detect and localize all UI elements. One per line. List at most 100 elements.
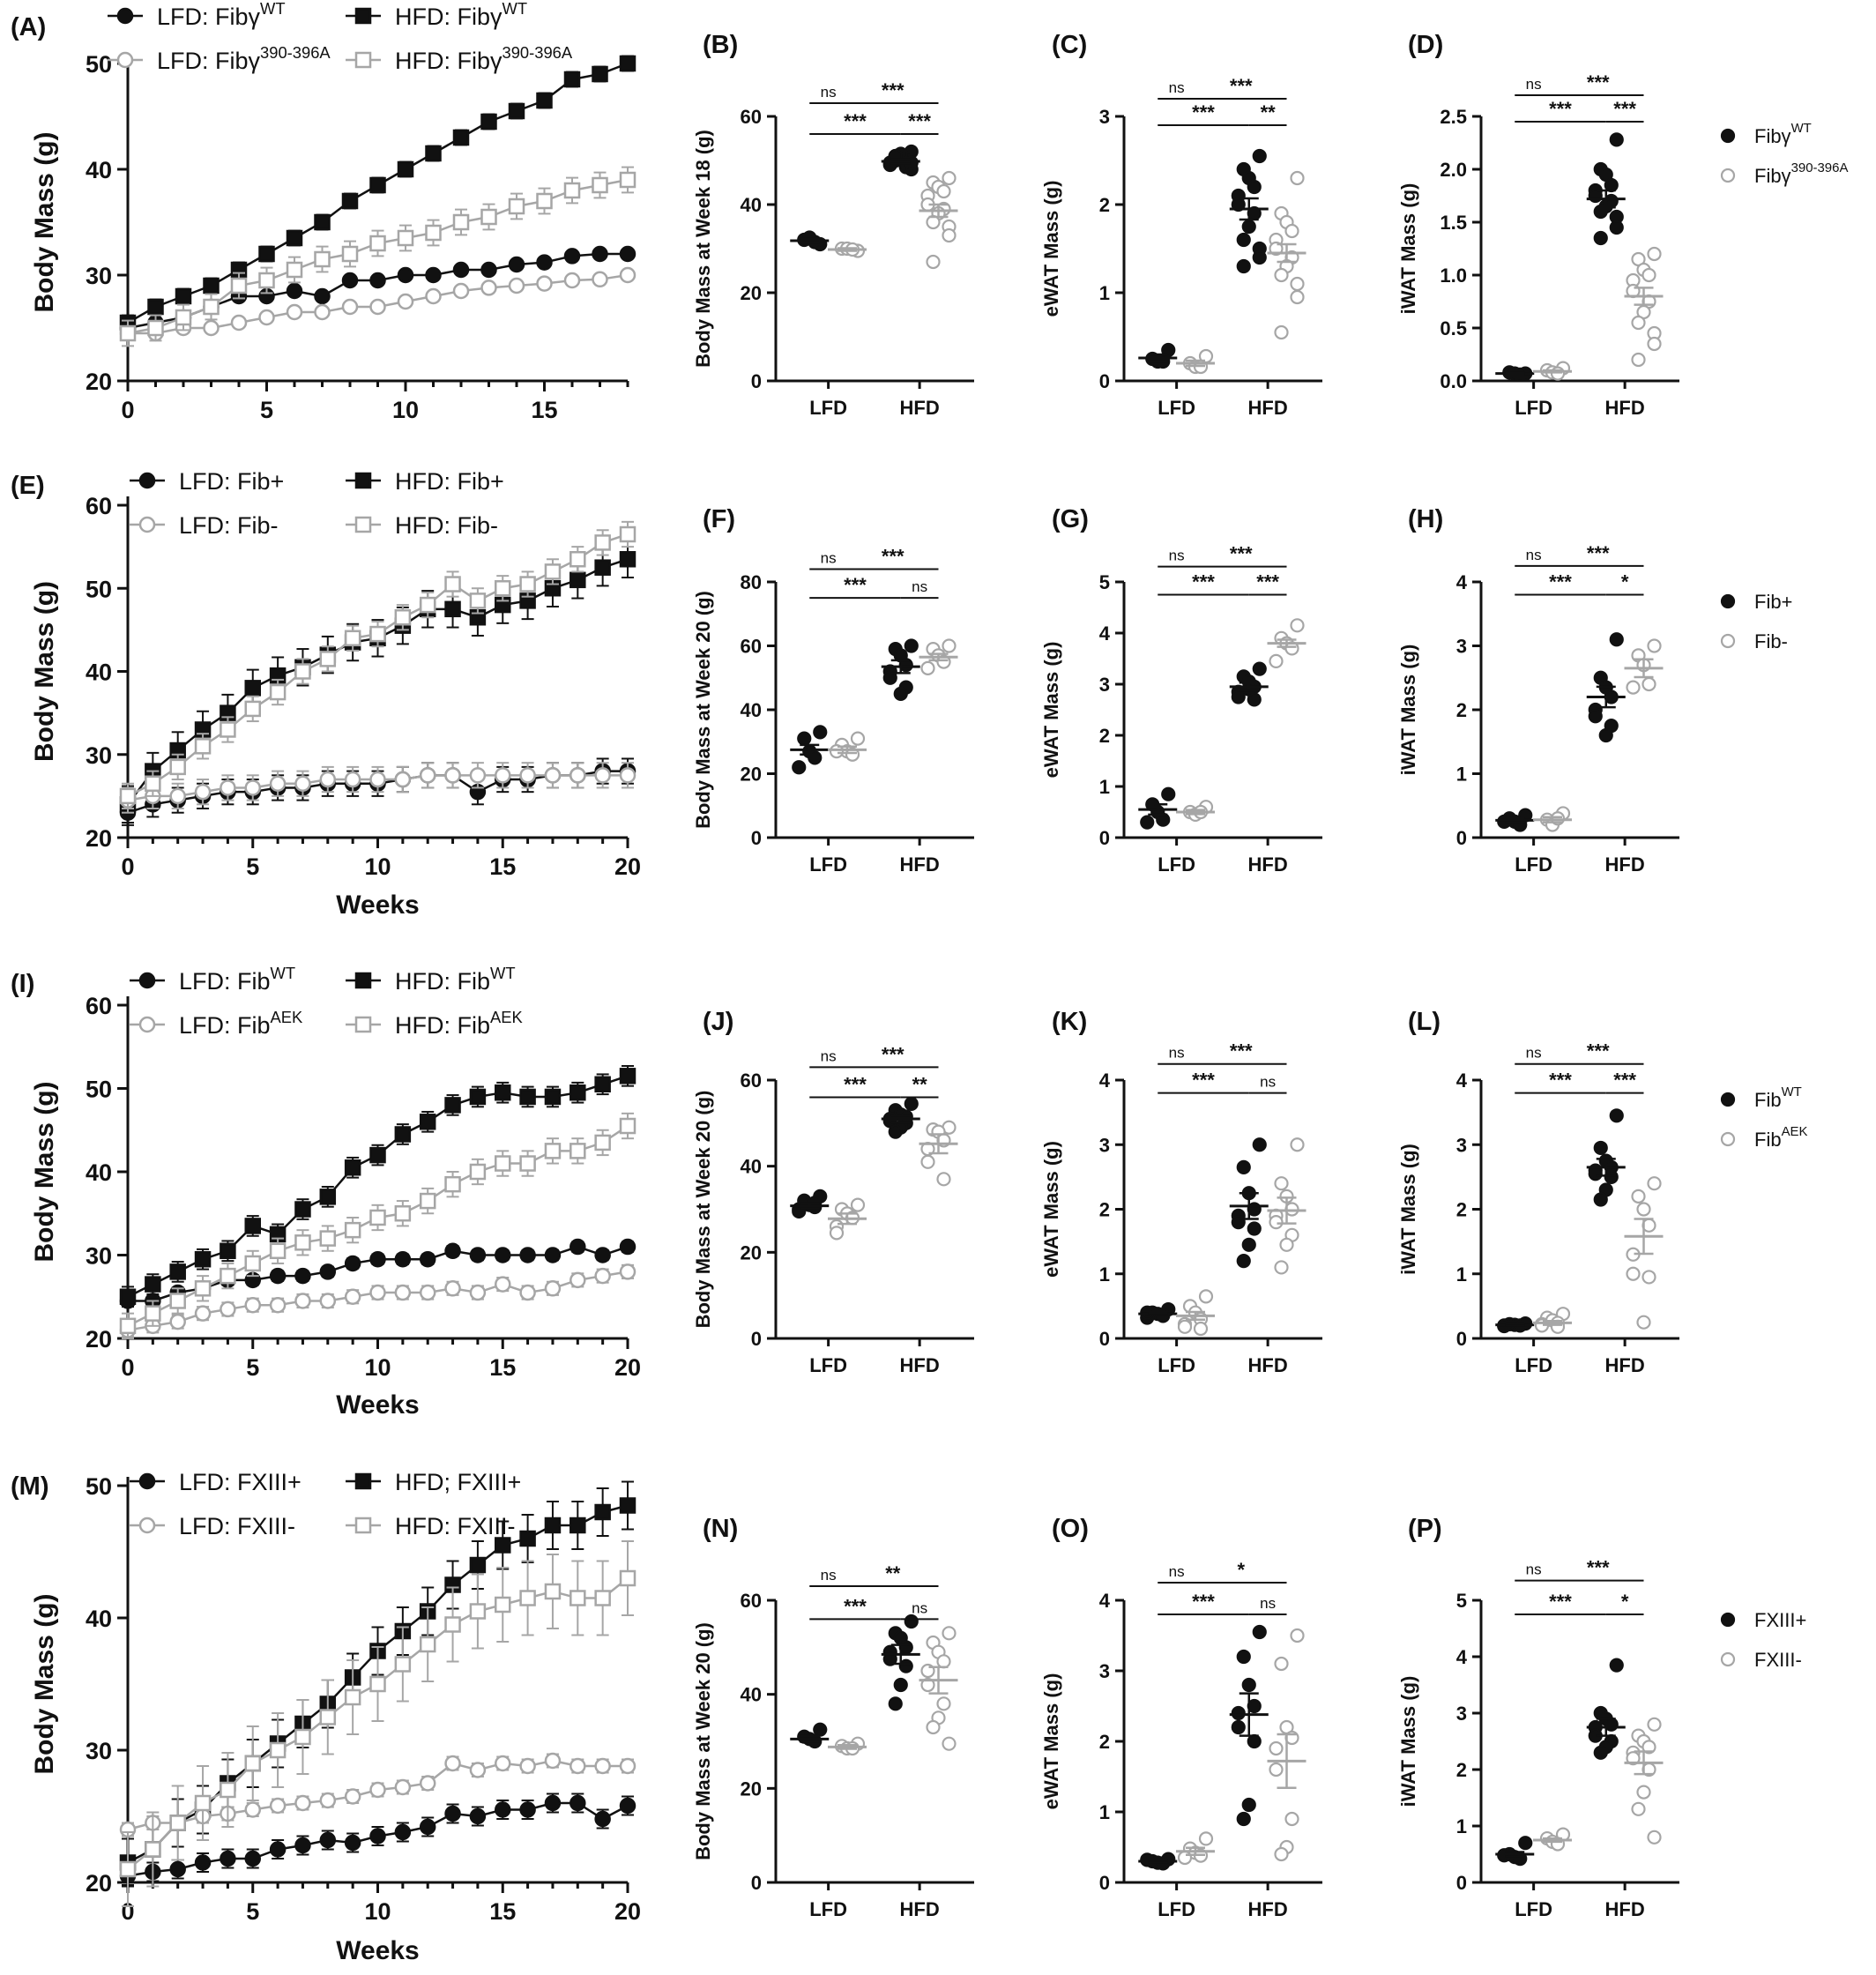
data-point xyxy=(1636,1202,1651,1217)
x-tick-label: 0 xyxy=(121,1898,134,1925)
panel-label: (E) xyxy=(11,472,45,500)
legend-entry: HFD: FibγWT xyxy=(346,0,527,30)
data-point xyxy=(314,213,331,231)
data-point xyxy=(570,1084,586,1101)
x-tick-label: 0 xyxy=(121,397,134,423)
data-point xyxy=(619,1797,636,1815)
data-point xyxy=(942,170,957,186)
data-point xyxy=(369,298,386,316)
data-point xyxy=(469,1088,487,1106)
data-point xyxy=(394,771,412,788)
group xyxy=(881,638,920,701)
legend-entry: LFD: FXIII+ xyxy=(130,1469,302,1495)
data-point xyxy=(544,767,562,784)
data-point xyxy=(920,1677,935,1693)
data-point xyxy=(1647,1830,1662,1845)
x-axis-label: Weeks xyxy=(336,1390,420,1420)
data-point xyxy=(508,102,525,120)
data-point xyxy=(1593,1140,1608,1156)
data-point xyxy=(269,775,287,792)
data-point xyxy=(220,721,236,738)
data-point xyxy=(594,1810,611,1828)
legend-marker xyxy=(116,51,134,69)
y-tick-label: 1 xyxy=(1099,282,1110,304)
x-tick-label: HFD xyxy=(1248,397,1288,419)
data-point xyxy=(394,1823,412,1841)
y-tick-label: 20 xyxy=(741,764,762,786)
data-point xyxy=(508,256,525,273)
x-tick-label: 20 xyxy=(614,1898,641,1925)
y-tick-label: 30 xyxy=(86,263,112,289)
legend-label: HFD: Fib- xyxy=(395,512,498,539)
y-tick-label: 0 xyxy=(1456,1872,1467,1894)
data-point xyxy=(269,1741,287,1759)
legend-entry: FibWT xyxy=(1720,1084,1802,1111)
legend-marker xyxy=(1720,593,1736,609)
significance-bracket: ns xyxy=(809,1047,847,1069)
data-point xyxy=(1236,258,1251,274)
data-point xyxy=(519,1155,536,1172)
significance-label: ns xyxy=(1260,1074,1276,1091)
y-tick-label: 1 xyxy=(1099,1263,1110,1286)
data-point xyxy=(1269,653,1284,669)
y-axis-label: eWAT Mass (g) xyxy=(1040,181,1062,317)
data-point xyxy=(452,213,470,231)
data-point xyxy=(444,767,461,784)
x-tick-label: HFD xyxy=(900,397,940,419)
data-point xyxy=(594,1503,611,1521)
y-axis-label: Body Mass at Week 20 (g) xyxy=(692,1091,714,1329)
data-point xyxy=(570,767,586,784)
data-point xyxy=(495,1084,511,1101)
significance-label: *** xyxy=(1230,543,1253,565)
significance-label: ns xyxy=(1169,548,1185,564)
legend-label: LFD: Fib- xyxy=(179,512,279,539)
data-point xyxy=(1593,1745,1608,1760)
data-point xyxy=(244,1218,261,1234)
significance-label: ns xyxy=(1169,79,1185,96)
data-point xyxy=(495,1276,511,1293)
y-tick-label: 0 xyxy=(1456,827,1467,849)
significance-label: *** xyxy=(1587,71,1610,93)
data-point xyxy=(536,275,553,292)
panel-K: (K) 0 1 2 3 4 LFD HFD eWAT Mass (g) ns *** *** ns xyxy=(1040,1008,1322,1376)
significance-bracket: *** xyxy=(1515,1591,1606,1615)
panel-F: (F) 0 20 40 60 80 LFD HFD Body Mass at Week 20 (… xyxy=(692,505,974,876)
group xyxy=(1624,638,1664,695)
data-point xyxy=(419,767,436,784)
data-point xyxy=(619,551,636,568)
significance-bracket: ns xyxy=(809,84,847,104)
y-tick-label: 4 xyxy=(1456,571,1468,593)
data-point xyxy=(936,1696,951,1711)
x-axis-label: Weeks xyxy=(336,1936,420,1965)
significance-bracket: *** xyxy=(847,1043,939,1069)
data-point xyxy=(570,1271,586,1289)
panel-A: (A) 20 30 40 50 0 5 10 15 Body Mass (g) LFD: FibγW… xyxy=(11,0,636,423)
y-tick-label: 20 xyxy=(86,1870,112,1897)
data-point xyxy=(444,1242,461,1260)
x-tick-label: LFD xyxy=(1158,1354,1195,1376)
data-point xyxy=(419,596,436,614)
group xyxy=(881,1614,920,1711)
group xyxy=(1624,246,1664,368)
data-point xyxy=(469,1247,487,1263)
data-point xyxy=(220,1267,236,1285)
data-point xyxy=(294,1201,311,1218)
series xyxy=(119,1112,636,1339)
data-point xyxy=(194,738,212,755)
significance-label: *** xyxy=(844,110,867,132)
significance-label: *** xyxy=(1192,1069,1215,1092)
y-tick-label: 50 xyxy=(86,1077,112,1103)
data-point xyxy=(926,254,941,270)
data-point xyxy=(469,592,487,609)
series xyxy=(119,1263,636,1338)
data-point xyxy=(469,1284,487,1301)
data-point xyxy=(563,248,581,265)
data-point xyxy=(936,1172,951,1187)
legend-marker xyxy=(1720,1092,1736,1107)
data-point xyxy=(882,670,897,685)
panel-D: (D) 0.0 0.5 1.0 1.5 2.0 2.5 LFD HFD iWAT Mass (g)… xyxy=(1397,31,1848,419)
x-tick-label: 15 xyxy=(531,397,557,423)
data-point xyxy=(369,1250,386,1268)
data-point xyxy=(244,1255,261,1272)
